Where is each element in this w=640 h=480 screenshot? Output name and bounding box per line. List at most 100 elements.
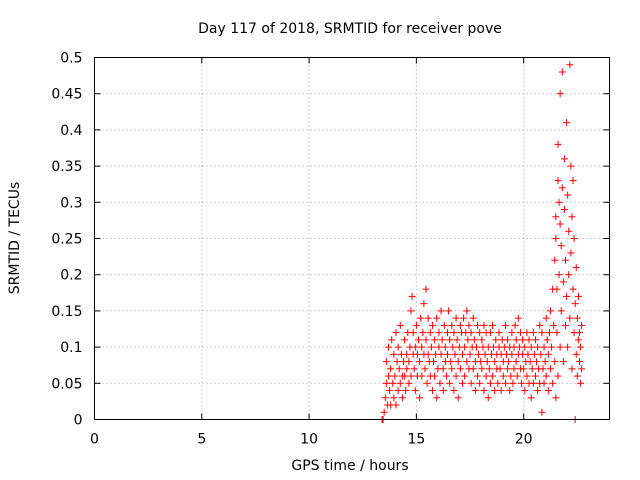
data-point — [435, 329, 443, 337]
data-point — [416, 358, 424, 366]
data-point — [540, 343, 548, 351]
axis-ticks — [94, 57, 610, 420]
data-point — [463, 307, 471, 315]
data-point — [459, 379, 467, 387]
data-point — [442, 372, 450, 380]
data-point — [478, 336, 486, 344]
data-point — [452, 372, 460, 380]
data-point — [555, 198, 563, 206]
data-point — [553, 285, 561, 293]
data-point — [480, 321, 488, 329]
data-point — [471, 387, 479, 395]
data-point — [543, 336, 551, 344]
y-axis-label: SRMTID / TECUs — [7, 182, 23, 295]
data-point — [387, 365, 395, 373]
data-point — [394, 387, 402, 395]
data-point — [436, 379, 444, 387]
data-point — [534, 343, 542, 351]
data-point — [390, 394, 398, 402]
data-point — [401, 336, 409, 344]
data-point — [485, 365, 493, 373]
data-point — [431, 372, 439, 380]
data-point — [552, 235, 560, 242]
data-point — [555, 271, 563, 279]
data-point — [401, 372, 409, 380]
data-point — [509, 379, 517, 387]
data-point — [571, 300, 579, 308]
data-point — [565, 271, 573, 279]
data-point — [392, 401, 400, 409]
data-point — [446, 336, 454, 344]
data-point — [523, 329, 531, 337]
data-point — [381, 394, 389, 402]
data-point — [477, 358, 485, 366]
data-point — [484, 394, 492, 402]
data-point — [445, 307, 453, 315]
data-point — [510, 365, 518, 373]
data-point — [534, 387, 542, 395]
data-point — [574, 336, 582, 344]
data-point — [572, 263, 580, 271]
data-point — [474, 372, 482, 380]
data-point — [558, 184, 566, 192]
y-tick-label: 0.5 — [60, 51, 82, 67]
data-point — [492, 336, 500, 344]
data-point — [556, 90, 564, 98]
data-point — [472, 343, 480, 351]
data-point — [565, 227, 573, 235]
data-point — [512, 336, 520, 344]
x-tick-label: 20 — [515, 432, 533, 448]
data-point — [558, 68, 566, 76]
data-point — [420, 300, 428, 308]
y-tick-label: 0.25 — [51, 232, 82, 248]
data-point — [408, 292, 416, 300]
data-point — [476, 329, 484, 337]
data-point — [521, 387, 529, 395]
data-point — [439, 365, 447, 373]
y-tick-label: 0.35 — [51, 159, 82, 175]
data-point — [528, 365, 536, 373]
data-point — [441, 343, 449, 351]
data-point — [454, 358, 462, 366]
data-point — [389, 379, 397, 387]
data-point — [564, 343, 572, 351]
data-point — [448, 321, 456, 329]
data-point — [564, 191, 572, 199]
data-point — [573, 314, 581, 322]
data-point — [437, 350, 445, 358]
data-point — [382, 379, 390, 387]
data-point — [499, 372, 507, 380]
data-point — [574, 292, 582, 300]
data-point — [513, 372, 521, 380]
data-point — [449, 343, 457, 351]
y-tick-label: 0.4 — [60, 123, 82, 139]
data-point — [529, 329, 537, 337]
data-point — [556, 220, 564, 228]
data-point — [390, 350, 398, 358]
data-point — [530, 350, 538, 358]
data-point — [430, 358, 438, 366]
data-point — [478, 365, 486, 373]
data-point — [391, 372, 399, 380]
data-point — [494, 379, 502, 387]
data-point — [566, 61, 574, 69]
data-point — [559, 358, 567, 366]
y-tick-label: 0 — [74, 413, 83, 429]
data-point — [514, 314, 522, 322]
data-point — [557, 307, 565, 315]
x-tick-label: 15 — [407, 432, 425, 448]
x-axis-label: GPS time / hours — [291, 458, 408, 474]
data-point — [382, 358, 390, 366]
data-point — [548, 343, 556, 351]
data-point — [520, 365, 528, 373]
data-point — [422, 285, 430, 293]
data-point — [396, 379, 404, 387]
data-point — [433, 394, 441, 402]
data-point — [411, 387, 419, 395]
data-point — [489, 321, 497, 329]
data-point — [456, 321, 464, 329]
data-point — [431, 336, 439, 344]
data-point — [422, 336, 430, 344]
data-point — [475, 350, 483, 358]
